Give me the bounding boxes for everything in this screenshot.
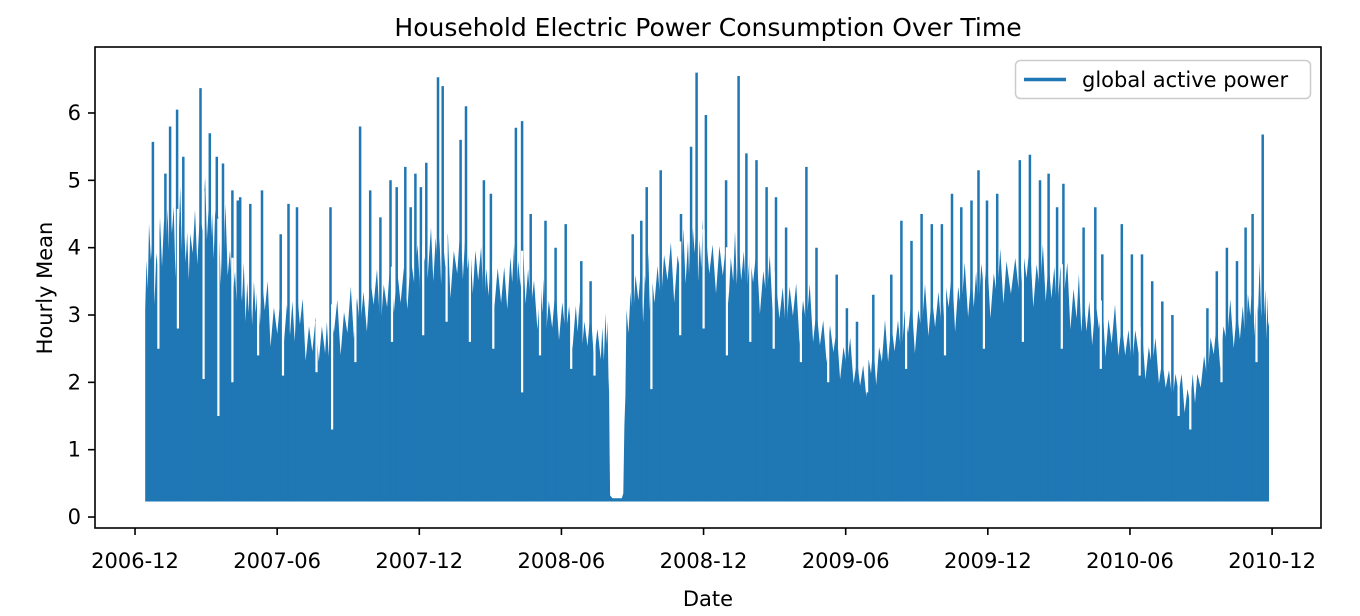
y-tick-label: 2 [68,370,81,394]
legend-box [1014,59,1312,100]
y-tick-label: 0 [68,505,81,529]
x-tick-label: 2009-12 [944,549,1032,573]
x-tick-label: 2009-06 [802,549,890,573]
plot-spines [94,46,1322,529]
x-tick-label: 2007-12 [375,549,463,573]
x-tick-label: 2008-12 [660,549,748,573]
x-tick-label: 2007-06 [233,549,321,573]
y-tick-label: 4 [68,236,81,260]
y-tick-label: 1 [68,438,81,462]
plot-area [145,72,1270,502]
x-tick-label: 2010-12 [1228,549,1316,573]
y-tick-label: 5 [68,168,81,192]
y-tick-label: 6 [68,101,81,125]
x-tick-label: 2006-12 [91,549,179,573]
y-axis-label: Hourly Mean [33,222,57,355]
y-tick-label: 3 [68,303,81,327]
x-tick-label: 2010-06 [1086,549,1174,573]
chart-title: Household Electric Power Consumption Ove… [394,13,1021,42]
series-dip-notches [157,191,1258,430]
legend: global active power [1014,59,1312,100]
series-peak-spikes [151,72,1264,499]
legend-label: global active power [1082,68,1289,92]
x-axis-label: Date [683,587,733,611]
axes: 2006-12 2007-06 2007-12 2008-06 2008-12 2009-… [68,46,1322,573]
x-tick-label: 2008-06 [518,549,606,573]
